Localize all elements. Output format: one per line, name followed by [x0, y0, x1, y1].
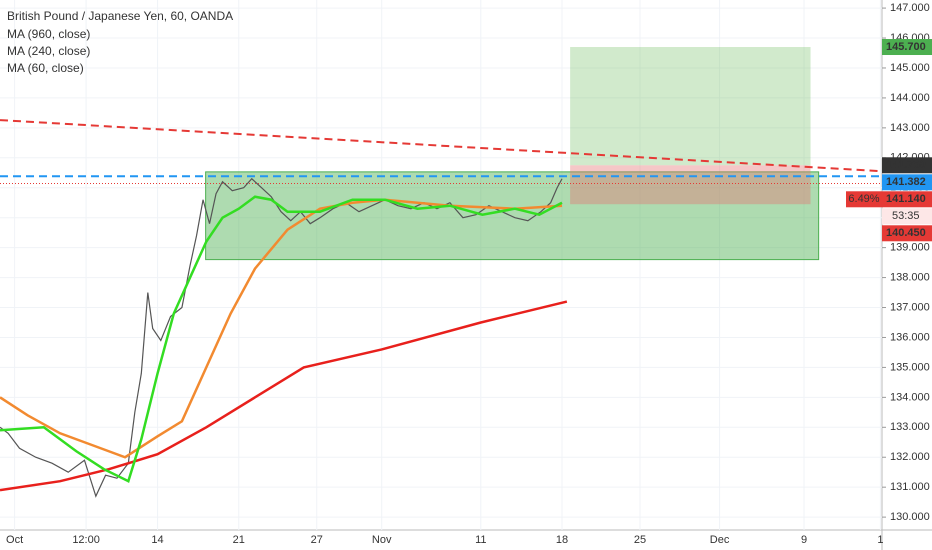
price-label: 140.450 [886, 227, 926, 239]
x-tick-label: Dec [710, 534, 730, 546]
x-tick-label: Nov [372, 534, 392, 546]
y-tick-label: 139.000 [890, 242, 930, 254]
legend-entry: MA (960, close) [7, 27, 90, 41]
y-tick-label: 132.000 [890, 451, 930, 463]
price-label-bg [882, 157, 932, 174]
x-tick-label: 11 [475, 534, 486, 546]
position-zone [570, 47, 811, 166]
x-tick-label: 21 [233, 534, 245, 546]
price-label-bg [882, 191, 932, 208]
y-tick-label: 133.000 [890, 421, 930, 433]
change-badge [846, 191, 882, 208]
legend-entry: MA (60, close) [7, 61, 84, 75]
y-tick-label: 137.000 [890, 301, 930, 313]
y-tick-label: 131.000 [890, 481, 930, 493]
position-zone [570, 165, 811, 205]
y-tick-label: 144.000 [890, 92, 930, 104]
y-tick-label: 147.000 [890, 2, 930, 14]
x-tick-label: 14 [151, 534, 163, 546]
x-tick-label: 25 [634, 534, 646, 546]
ma-line [0, 300, 568, 492]
x-tick-label: 9 [801, 534, 807, 546]
y-tick-label: 135.000 [890, 361, 930, 373]
y-tick-label: 145.000 [890, 62, 930, 74]
price-label-bg [882, 174, 932, 191]
price-label: 141.382 [886, 176, 926, 188]
x-tick-label: 12:00 [72, 534, 100, 546]
x-tick-label: 1 [877, 534, 883, 546]
countdown-bg [882, 208, 932, 225]
y-tick-label: 130.000 [890, 511, 930, 523]
x-tick-label: 27 [311, 534, 323, 546]
price-label: 141.750 [886, 159, 926, 171]
price-label-bg [882, 39, 932, 56]
price-line [0, 177, 563, 498]
ma-line [0, 195, 563, 483]
y-tick-label: 136.000 [890, 331, 930, 343]
ma-line [0, 198, 563, 459]
x-tick-label: Oct [6, 534, 23, 546]
countdown: 53:35 [892, 210, 920, 222]
trendline [0, 119, 883, 173]
chart-title: British Pound / Japanese Yen, 60, OANDA [7, 9, 233, 23]
legend-entry: MA (240, close) [7, 44, 90, 58]
y-tick-label: 143.000 [890, 122, 930, 134]
y-tick-label: 138.000 [890, 271, 930, 283]
price-label-bg [882, 225, 932, 242]
change-label: 6.49% [848, 193, 879, 205]
x-tick-label: 18 [556, 534, 568, 546]
price-label: 141.140 [886, 193, 926, 205]
price-label: 145.700 [886, 41, 926, 53]
y-tick-label: 134.000 [890, 391, 930, 403]
